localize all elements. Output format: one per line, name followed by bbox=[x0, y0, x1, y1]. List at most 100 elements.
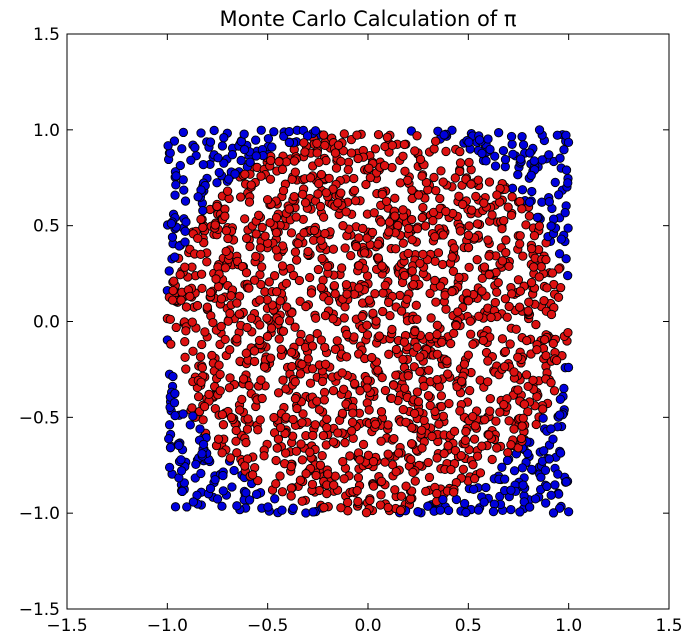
point-inside bbox=[415, 366, 425, 377]
point-inside bbox=[256, 279, 266, 290]
point-outside bbox=[526, 464, 537, 475]
point-inside bbox=[541, 350, 551, 361]
point-outside bbox=[210, 475, 220, 485]
point-inside bbox=[337, 263, 347, 273]
point-inside bbox=[518, 413, 528, 423]
point-inside bbox=[278, 326, 289, 336]
point-inside bbox=[467, 205, 477, 215]
point-inside bbox=[349, 378, 360, 389]
point-inside bbox=[341, 352, 352, 362]
point-inside bbox=[329, 281, 340, 291]
point-inside bbox=[497, 224, 507, 234]
point-inside bbox=[529, 262, 539, 272]
point-inside bbox=[240, 169, 250, 179]
point-inside bbox=[257, 222, 267, 233]
point-outside bbox=[523, 448, 533, 459]
point-inside bbox=[408, 279, 419, 290]
point-inside bbox=[541, 254, 551, 265]
point-inside bbox=[313, 189, 323, 199]
point-inside bbox=[307, 341, 318, 351]
point-inside bbox=[165, 314, 175, 325]
point-inside bbox=[332, 336, 342, 346]
point-inside bbox=[187, 403, 197, 413]
point-outside bbox=[532, 212, 543, 223]
point-inside bbox=[517, 421, 527, 431]
point-inside bbox=[361, 508, 372, 518]
point-inside bbox=[269, 271, 280, 281]
point-inside bbox=[506, 440, 516, 450]
point-inside bbox=[424, 365, 434, 375]
point-inside bbox=[278, 185, 289, 196]
point-outside bbox=[443, 505, 454, 516]
point-inside bbox=[354, 261, 364, 271]
point-inside bbox=[449, 487, 459, 497]
ticks-layer: −1.5 −1.0 −0.5 0.0 0.5 1.0 1.5 −1.5 −1.0 −0.5 0.0 0… bbox=[19, 25, 683, 636]
point-inside bbox=[192, 300, 203, 311]
point-inside bbox=[407, 235, 417, 245]
point-inside bbox=[500, 346, 511, 357]
point-outside bbox=[171, 180, 181, 190]
point-outside bbox=[554, 489, 564, 499]
point-inside bbox=[534, 272, 544, 282]
point-inside bbox=[534, 221, 545, 231]
point-inside bbox=[176, 295, 186, 305]
point-inside bbox=[472, 451, 483, 461]
point-inside bbox=[373, 239, 383, 249]
point-inside bbox=[432, 374, 442, 385]
point-inside bbox=[412, 387, 422, 397]
point-inside bbox=[378, 306, 388, 317]
point-inside bbox=[288, 270, 299, 281]
point-inside bbox=[320, 310, 331, 321]
point-inside bbox=[546, 378, 556, 388]
point-inside bbox=[352, 130, 362, 140]
point-inside bbox=[521, 370, 532, 380]
point-outside bbox=[550, 480, 560, 490]
point-inside bbox=[290, 167, 300, 177]
point-inside bbox=[272, 287, 282, 297]
point-inside bbox=[523, 306, 533, 316]
point-inside bbox=[300, 147, 310, 157]
point-inside bbox=[295, 369, 306, 379]
point-inside bbox=[384, 349, 394, 359]
point-outside bbox=[186, 155, 196, 165]
point-outside bbox=[555, 394, 565, 404]
point-outside bbox=[164, 434, 174, 444]
point-inside bbox=[436, 391, 447, 401]
point-inside bbox=[365, 495, 375, 505]
point-inside bbox=[355, 386, 365, 396]
point-outside bbox=[561, 477, 571, 487]
point-inside bbox=[513, 352, 523, 362]
point-inside bbox=[303, 246, 313, 257]
point-inside bbox=[401, 481, 411, 491]
point-outside bbox=[513, 170, 523, 180]
point-inside bbox=[330, 289, 340, 299]
point-inside bbox=[475, 375, 485, 385]
point-outside bbox=[500, 474, 510, 484]
point-inside bbox=[431, 297, 441, 307]
point-outside bbox=[561, 165, 572, 175]
point-inside bbox=[197, 283, 207, 294]
point-inside bbox=[322, 414, 332, 424]
point-outside bbox=[555, 153, 565, 163]
point-outside bbox=[177, 144, 187, 154]
point-inside bbox=[513, 385, 523, 395]
point-inside bbox=[305, 173, 316, 183]
point-inside bbox=[539, 295, 549, 306]
point-outside bbox=[224, 174, 234, 184]
point-inside bbox=[297, 189, 308, 200]
point-inside bbox=[198, 222, 208, 233]
point-inside bbox=[519, 399, 530, 409]
point-outside bbox=[563, 362, 574, 373]
point-inside bbox=[417, 212, 427, 223]
point-outside bbox=[267, 142, 277, 152]
point-inside bbox=[483, 235, 493, 245]
point-outside bbox=[548, 434, 558, 444]
point-inside bbox=[376, 476, 387, 486]
point-inside bbox=[232, 448, 242, 458]
point-inside bbox=[286, 483, 296, 493]
point-inside bbox=[331, 163, 342, 173]
point-inside bbox=[499, 400, 509, 410]
point-outside bbox=[170, 252, 180, 262]
point-inside bbox=[236, 192, 246, 202]
